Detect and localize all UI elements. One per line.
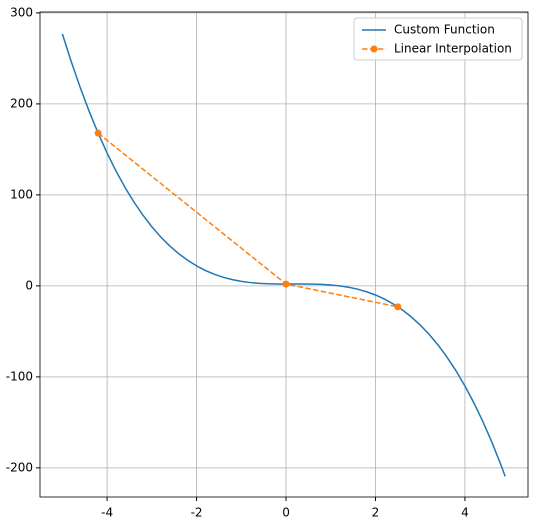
ticks: -4 -2 0 2 4 -200 -100 0 100 200 300 <box>6 5 469 519</box>
legend-label: Linear Interpolation <box>394 42 512 56</box>
point <box>282 280 290 288</box>
plot-area <box>61 33 506 477</box>
series-line <box>97 132 398 308</box>
legend-box <box>353 17 523 61</box>
point <box>94 129 102 137</box>
grid <box>40 12 528 497</box>
y-tick-label: 0 <box>25 278 33 292</box>
x-tick-label: 2 <box>372 506 380 520</box>
legend-label: Custom Function <box>394 23 495 37</box>
x-tick-label: 0 <box>282 506 290 520</box>
point <box>394 303 402 311</box>
y-tick-label: 100 <box>10 187 33 201</box>
y-tick-label: -200 <box>6 460 33 474</box>
x-tick-label: -2 <box>191 506 203 520</box>
y-tick-label: -100 <box>6 369 33 383</box>
series-line <box>61 33 506 477</box>
y-tick-label: 300 <box>10 5 33 19</box>
x-tick-label: -4 <box>101 506 113 520</box>
x-tick-label: 4 <box>461 506 469 520</box>
y-tick-label: 200 <box>10 96 33 110</box>
axes-frame <box>39 11 529 498</box>
legend: Custom Function Linear Interpolation <box>353 17 523 61</box>
legend-marker <box>370 45 378 53</box>
